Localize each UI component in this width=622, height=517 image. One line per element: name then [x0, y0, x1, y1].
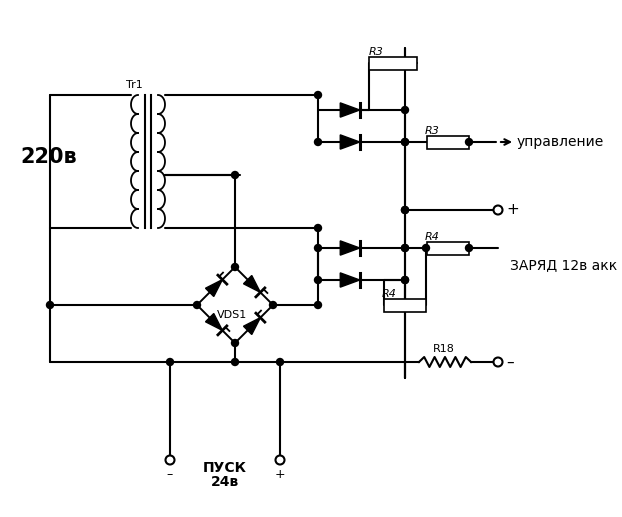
- Text: +: +: [275, 468, 285, 481]
- Circle shape: [493, 357, 503, 367]
- Polygon shape: [340, 241, 360, 255]
- Polygon shape: [340, 103, 360, 117]
- Circle shape: [269, 301, 277, 309]
- Circle shape: [401, 107, 409, 114]
- Text: 220в: 220в: [20, 147, 77, 167]
- Text: ЗАРЯД 12в акк: ЗАРЯД 12в акк: [510, 258, 617, 272]
- Circle shape: [231, 340, 238, 346]
- Polygon shape: [243, 276, 261, 293]
- Circle shape: [231, 172, 238, 178]
- Text: R18: R18: [433, 344, 455, 354]
- Circle shape: [315, 139, 322, 145]
- Bar: [384, 298, 426, 312]
- Circle shape: [401, 206, 409, 214]
- Text: +: +: [506, 203, 519, 218]
- Text: R3: R3: [369, 47, 384, 57]
- Circle shape: [401, 139, 409, 145]
- Polygon shape: [205, 280, 222, 297]
- Circle shape: [401, 206, 409, 214]
- Text: –: –: [167, 468, 173, 481]
- Circle shape: [401, 277, 409, 283]
- Circle shape: [167, 358, 174, 366]
- Circle shape: [47, 301, 53, 309]
- Circle shape: [315, 224, 322, 232]
- Bar: [369, 56, 417, 69]
- Circle shape: [315, 301, 322, 309]
- Circle shape: [465, 245, 473, 251]
- Circle shape: [401, 245, 409, 251]
- Text: 24в: 24в: [211, 475, 239, 489]
- Circle shape: [315, 92, 322, 99]
- Text: Tr1: Tr1: [126, 80, 143, 90]
- Polygon shape: [243, 317, 261, 334]
- Text: –: –: [506, 355, 514, 370]
- Circle shape: [315, 245, 322, 251]
- Text: R4: R4: [425, 232, 440, 242]
- Circle shape: [465, 139, 473, 145]
- Circle shape: [193, 301, 200, 309]
- Polygon shape: [205, 313, 222, 330]
- Circle shape: [422, 245, 430, 251]
- Text: VDS1: VDS1: [217, 310, 248, 320]
- Polygon shape: [340, 135, 360, 149]
- Circle shape: [231, 264, 238, 270]
- Text: R4: R4: [382, 289, 397, 299]
- Circle shape: [165, 455, 175, 464]
- Circle shape: [493, 205, 503, 215]
- Circle shape: [315, 277, 322, 283]
- Text: управление: управление: [517, 135, 604, 149]
- Circle shape: [276, 455, 284, 464]
- Text: ПУСК: ПУСК: [203, 461, 247, 475]
- Text: R3: R3: [425, 126, 440, 136]
- Bar: [427, 241, 469, 254]
- Polygon shape: [340, 273, 360, 287]
- Circle shape: [401, 245, 409, 251]
- Circle shape: [401, 277, 409, 283]
- Circle shape: [277, 358, 284, 366]
- Circle shape: [401, 139, 409, 145]
- Bar: [427, 135, 469, 148]
- Circle shape: [231, 358, 238, 366]
